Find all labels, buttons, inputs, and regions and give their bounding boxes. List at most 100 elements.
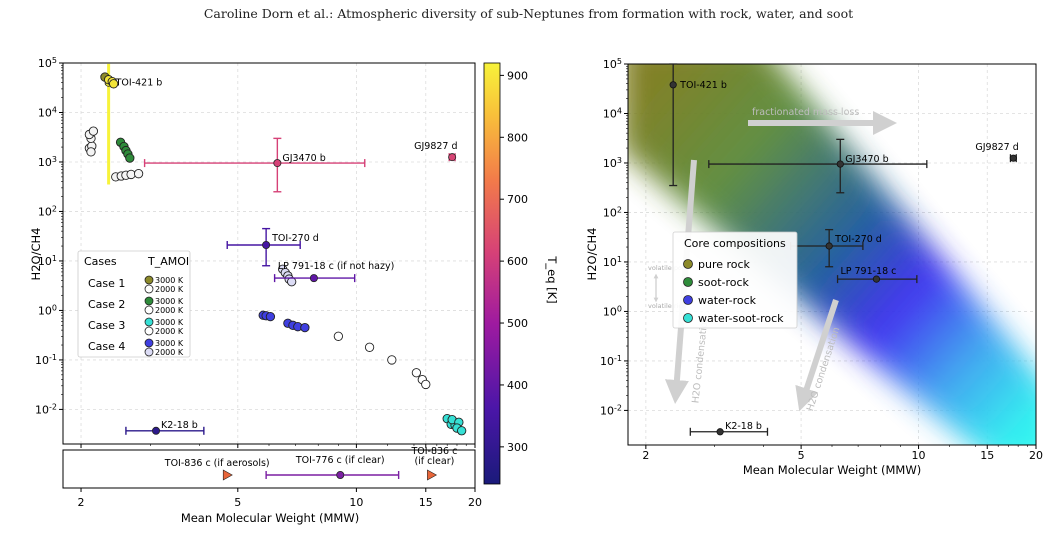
upper-limit-triangle <box>427 469 438 481</box>
observed-planet-point <box>836 160 844 168</box>
legend-case-label: Case 1 <box>88 277 125 290</box>
right-x-tick-label: 20 <box>1029 449 1043 462</box>
observed-planet-point <box>273 159 282 168</box>
left-lower-strip <box>62 449 476 489</box>
page-title: Caroline Dorn et al.: Atmospheric divers… <box>203 6 854 21</box>
colorbar-tick-label: 800 <box>507 131 528 144</box>
colorbar-label: T_eq [K] <box>545 255 559 303</box>
legend-temp-hot: 3000 K <box>155 318 184 327</box>
observed-planet-point <box>1009 154 1017 162</box>
observed-planet-point <box>448 153 457 162</box>
right-legend-entries: pure rock soot-rock water-rock water-soot-r… <box>683 258 784 325</box>
mass-loss-label: fractionated mass loss <box>752 107 859 118</box>
legend-swatch-2000k <box>144 326 154 336</box>
colorbar <box>483 62 501 485</box>
right-chart-panel: 2 5 10 15 20 105 104 103 102 101 100 10-1 10-2 fract… <box>585 57 1043 477</box>
right-x-tick-label: 10 <box>912 449 926 462</box>
observed-planet-label: GJ3470 b <box>845 154 888 165</box>
left-y-tick-label: 103 <box>38 155 57 169</box>
legend-swatch-2000k <box>144 347 154 357</box>
observed-planet-point <box>262 241 271 250</box>
right-legend: Core compositions pure rock soot-rock wate… <box>672 231 798 329</box>
condensation-arrow-right <box>795 299 839 412</box>
left-x-tick-label: 15 <box>419 496 433 509</box>
legend-header-cases: Cases <box>84 255 117 268</box>
legend-temp-cold: 2000 K <box>155 348 184 357</box>
observed-planet-point <box>825 242 833 250</box>
condensation-label-left: H2O condensation <box>690 316 710 404</box>
observed-planet-label: TOI-421 b <box>115 78 163 89</box>
upper-limit-label: TOI-836 c (if aerosols) <box>164 458 270 469</box>
right-y-tick-label: 102 <box>603 205 622 219</box>
model-point-case3-3000k <box>457 426 467 436</box>
composition-band <box>628 64 1036 445</box>
left-y-tick-label: 10-1 <box>35 353 57 367</box>
legend-case-label: Case 4 <box>88 340 125 353</box>
left-y-tick-label: 10-2 <box>35 402 57 416</box>
left-x-tick-label: 5 <box>234 496 241 509</box>
left-y-tick-label: 105 <box>38 56 57 70</box>
right-axis-ticks: 2 5 10 15 20 105 104 103 102 101 100 10-1 10-2 <box>600 57 1043 462</box>
legend-header-tamoi: T_AMOI <box>147 255 189 268</box>
left-y-axis-label: H2O/CH4 <box>29 228 43 281</box>
right-x-tick-label: 5 <box>798 449 805 462</box>
volatile-poor-label: volatile poor <box>648 264 689 272</box>
legend-swatch-3000k <box>144 317 154 327</box>
legend-swatch <box>683 295 693 305</box>
observed-planet-label: GJ9827 d <box>414 141 457 152</box>
model-point-case2-2000k <box>133 169 144 179</box>
legend-temp-hot: 3000 K <box>155 276 184 285</box>
observed-planet-label: TOI-270 d <box>271 233 319 244</box>
left-upper-limits: 2 5 10 15 20 TOI-836 c (if aerosols) TOI-776 c… <box>78 446 482 509</box>
model-point-case3-2000k <box>421 379 431 390</box>
model-point-case3-2000k <box>411 368 422 378</box>
legend-label: water-soot-rock <box>698 312 784 325</box>
legend-swatch-3000k <box>144 338 154 348</box>
observed-planet-point <box>872 275 881 283</box>
observed-planet-point <box>152 426 161 435</box>
model-point-case4-3000k <box>265 311 276 322</box>
observed-planet-label: LP 791-18 c <box>840 266 896 277</box>
legend-temp-cold: 2000 K <box>155 327 184 336</box>
legend-swatch <box>683 277 693 287</box>
observed-planet-point <box>309 274 318 283</box>
model-point-case4-3000k <box>300 322 310 333</box>
right-y-tick-label: 103 <box>603 156 622 170</box>
model-point-case1 <box>108 79 119 89</box>
model-point-case2-2000k <box>86 147 96 157</box>
legend-case-label: Case 2 <box>88 298 125 311</box>
observed-planet-label: LP 791-18 c (if not hazy) <box>278 261 394 272</box>
left-y-tick-label: 102 <box>38 204 57 218</box>
legend-temp-hot: 3000 K <box>155 297 184 306</box>
legend-swatch <box>683 259 693 269</box>
right-y-axis-label: H2O/CH4 <box>585 228 599 281</box>
right-y-tick-label: 10-2 <box>600 403 622 417</box>
observed-planet-label: GJ9827 d <box>975 142 1018 153</box>
observed-planet-point <box>716 428 724 436</box>
legend-swatch-3000k <box>144 275 154 285</box>
legend-temp-cold: 2000 K <box>155 285 184 294</box>
left-data-marks: TOI-421 b GJ3470 b GJ9827 d TOI-270 d LP 791… <box>84 63 467 436</box>
left-x-tick-label: 10 <box>349 496 363 509</box>
legend-swatch-2000k <box>144 305 154 315</box>
left-legend-frame <box>77 250 191 358</box>
right-y-tick-label: 104 <box>603 106 622 120</box>
right-y-tick-label: 10-1 <box>600 354 622 368</box>
right-legend-title: Core compositions <box>684 237 786 250</box>
colorbar-tick-label: 300 <box>507 441 528 454</box>
model-point-case2-2000k <box>88 126 99 136</box>
legend-label: soot-rock <box>698 276 750 289</box>
colorbar-tick-label: 400 <box>507 379 528 392</box>
observed-planet-label: K2-18 b <box>725 421 762 432</box>
model-point-case3-2000k <box>387 355 397 365</box>
model-point-case3-2000k <box>333 331 344 341</box>
legend-temp-hot: 3000 K <box>155 339 184 348</box>
right-data-marks: TOI-421 b GJ3470 b GJ9827 d TOI-270 d LP 791… <box>669 63 1019 436</box>
colorbar-tick-label: 600 <box>507 255 528 268</box>
legend-swatch-3000k <box>144 296 154 306</box>
legend-temp-cold: 2000 K <box>155 306 184 315</box>
